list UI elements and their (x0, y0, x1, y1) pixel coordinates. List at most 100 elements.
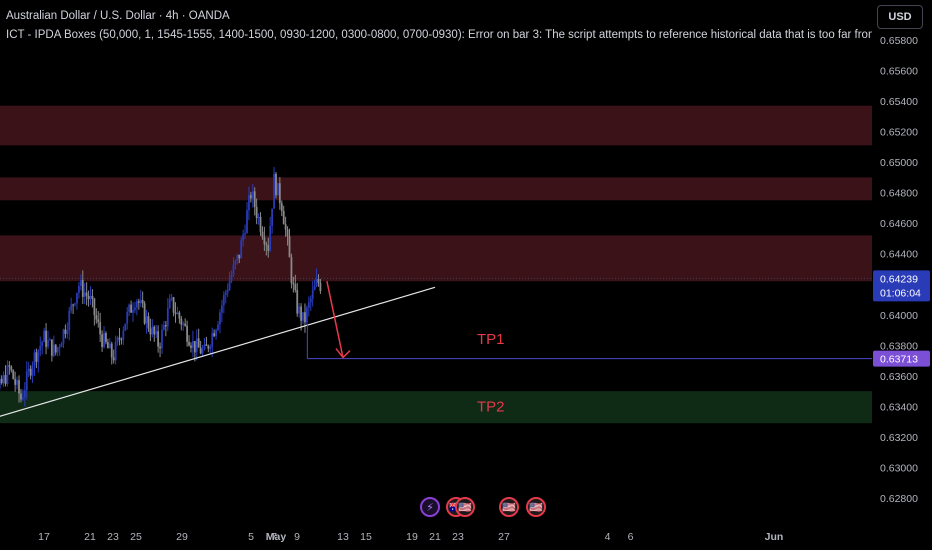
candle-body (101, 334, 103, 347)
candle-body (294, 284, 297, 291)
candle-body (313, 285, 316, 290)
candle-body (64, 329, 67, 334)
candle-body (132, 310, 134, 313)
time-axis[interactable]: 17 21 23 25 29 May 5 7 9 13 15 19 21 23 27 Jun 4 6 (38, 531, 783, 543)
candle-body (76, 292, 78, 304)
time-tick-label: 17 (38, 531, 50, 543)
resistance-zone[interactable] (0, 177, 872, 201)
resistance-zone[interactable] (0, 235, 872, 282)
candle-body (302, 312, 304, 321)
candle-body (172, 297, 175, 313)
candle-body (105, 333, 107, 343)
arrow-head (335, 348, 351, 359)
candle-body (271, 208, 274, 226)
candle-body (315, 279, 318, 286)
price-tick-label: 0.65800 (880, 35, 918, 47)
take-profit-labels: TP1 TP2 (477, 331, 505, 415)
candle-body (110, 343, 113, 358)
candle-body (108, 343, 111, 349)
candle-body (174, 312, 177, 315)
price-tick-label: 0.63400 (880, 401, 918, 413)
flag-us-icon[interactable]: 🇺🇸 (499, 497, 519, 517)
candle-body (226, 289, 229, 293)
candle-body (85, 292, 88, 296)
candle-body (124, 323, 127, 331)
candle-body (240, 240, 243, 259)
candle-body (304, 312, 306, 323)
candle-body (50, 339, 53, 356)
candle-body (97, 319, 100, 323)
candle-body (83, 292, 86, 297)
resistance-zone[interactable] (0, 105, 872, 146)
candle-body (234, 260, 237, 265)
take-profit-label-tp1: TP1 (477, 331, 505, 348)
candle-body (58, 347, 61, 349)
time-tick-label: 23 (452, 531, 464, 543)
candle-body (33, 352, 36, 366)
candle-body (79, 279, 82, 286)
price-tick-label: 0.65000 (880, 157, 918, 169)
flag-us-icon[interactable]: 🇺🇸 (526, 497, 546, 517)
candle-body (286, 229, 289, 237)
candle-body (54, 344, 57, 353)
indicator-error-text: ICT - IPDA Boxes (50,000, 1, 1545-1555, … (6, 29, 872, 41)
time-tick-label: May (266, 531, 287, 543)
candle-body (106, 342, 109, 349)
candle-body (253, 191, 256, 207)
time-tick-label: 21 (429, 531, 441, 543)
candle-body (2, 375, 5, 384)
candle-body (219, 312, 221, 325)
price-axis[interactable]: 0.65800 0.65600 0.65400 0.65200 0.65000 0.648… (880, 35, 918, 505)
candle-body (209, 347, 212, 349)
candle-body (95, 315, 98, 320)
time-tick-label: 5 (248, 531, 254, 543)
candle-body (319, 282, 322, 292)
candle-body (296, 290, 299, 314)
candle-body (215, 330, 217, 337)
currency-button[interactable]: USD (877, 5, 923, 29)
candle-body (8, 365, 11, 367)
candle-body (141, 300, 144, 304)
time-tick-label: 15 (360, 531, 372, 543)
trendline[interactable] (0, 286, 436, 421)
candle-body (238, 254, 241, 259)
candle-body (91, 295, 94, 299)
flag-us-icon[interactable]: 🇺🇸 (455, 497, 475, 517)
lightning-icon[interactable]: ⚡ (420, 497, 440, 517)
candle-body (10, 366, 13, 371)
candle-body (269, 225, 272, 251)
candle-body (288, 236, 291, 258)
candle-body (128, 304, 131, 312)
candle-body (251, 191, 254, 199)
candle-body (27, 368, 30, 372)
target-price-value: 0.63713 (880, 354, 918, 366)
candle-body (195, 338, 198, 353)
candle-body (12, 370, 15, 380)
candle-body (190, 345, 192, 348)
candle-body (176, 312, 179, 315)
current-price-tag[interactable] (873, 270, 930, 302)
candle-body (43, 330, 46, 342)
support-zone[interactable] (0, 391, 872, 424)
candle-body (6, 365, 9, 384)
candle-body (267, 245, 270, 251)
candle-body (300, 306, 302, 321)
target-price-tag[interactable] (873, 350, 930, 367)
candle-body (280, 203, 283, 212)
candle-body (166, 308, 169, 327)
time-tick-label: 25 (130, 531, 142, 543)
candle-body (25, 371, 28, 391)
candle-body (164, 325, 167, 327)
candle-body (130, 304, 132, 313)
price-tick-label: 0.65400 (880, 96, 918, 108)
take-profit-label-tp2: TP2 (477, 398, 505, 415)
candle-body (277, 183, 279, 196)
candle-body (14, 379, 17, 385)
candle-body (224, 292, 227, 296)
candle-body (188, 341, 190, 346)
candle-body (116, 337, 119, 343)
candle-body (203, 344, 206, 349)
candle-body (220, 305, 223, 313)
chart-title: Australian Dollar / U.S. Dollar · 4h · O… (6, 10, 230, 22)
